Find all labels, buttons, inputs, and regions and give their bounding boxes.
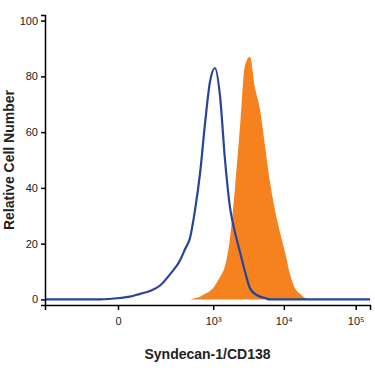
y-tick-label: 60	[26, 126, 38, 138]
y-tick: 40	[26, 182, 45, 194]
y-tick: 60	[26, 126, 45, 138]
y-tick-label: 40	[26, 182, 38, 194]
y-tick-mark	[41, 243, 45, 245]
x-tick-mark	[213, 305, 215, 310]
x-tick-label: 10⁵	[348, 315, 365, 327]
y-tick-mark	[41, 76, 45, 78]
x-tick: 0	[115, 305, 121, 327]
x-tick-label: 10⁴	[276, 315, 293, 327]
x-tick: 10⁵	[348, 305, 365, 327]
x-tick-label: 0	[115, 315, 121, 327]
plot-area	[45, 57, 370, 300]
y-tick-label: 100	[20, 15, 38, 27]
x-axis-title: Syndecan-1/CD138	[144, 346, 270, 362]
x-tick: 10³	[206, 305, 222, 327]
x-tick-mark	[284, 305, 286, 310]
x-axis-line	[46, 306, 371, 311]
y-tick-mark	[41, 188, 45, 190]
y-tick: 100	[20, 15, 45, 27]
y-tick: 20	[26, 238, 45, 250]
x-axis: 0 10³ 10⁴ 10⁵	[46, 305, 371, 327]
y-axis: 0 20 40 60 80 100	[20, 15, 46, 306]
y-tick-label: 0	[32, 293, 38, 305]
x-tick: 10⁴	[276, 305, 293, 327]
y-tick-label: 20	[26, 238, 38, 250]
histogram-area	[45, 57, 370, 300]
x-tick-mark	[355, 305, 357, 310]
y-tick-mark	[41, 132, 45, 134]
y-tick-mark	[41, 299, 45, 301]
y-tick-label: 80	[26, 70, 38, 82]
y-axis-title: Relative Cell Number	[1, 89, 17, 230]
y-tick: 0	[32, 293, 45, 305]
histogram-line	[45, 68, 370, 299]
x-tick-label: 10³	[206, 315, 222, 327]
y-tick-mark	[41, 20, 45, 22]
y-tick: 80	[26, 70, 45, 82]
y-axis-line	[41, 16, 46, 306]
chart: 0 10³ 10⁴ 10⁵ 0 20 40 60 80 100 Syndecan-1/CD138 Re…	[0, 0, 375, 375]
x-tick-mark	[118, 305, 120, 310]
